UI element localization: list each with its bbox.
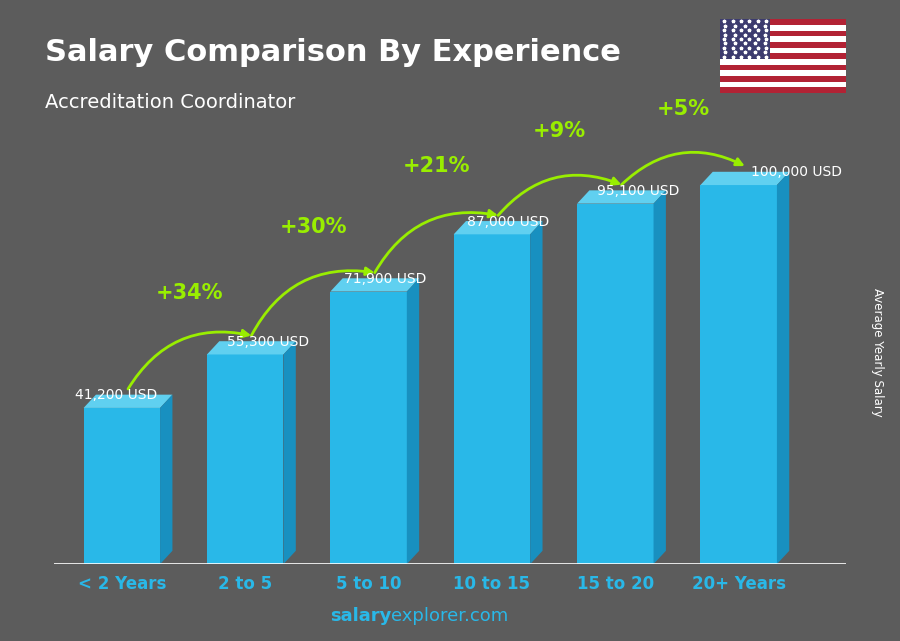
Polygon shape bbox=[777, 172, 789, 564]
Text: +21%: +21% bbox=[402, 156, 470, 176]
Text: salary: salary bbox=[330, 607, 392, 625]
Text: Accreditation Coordinator: Accreditation Coordinator bbox=[45, 93, 295, 112]
Text: Salary Comparison By Experience: Salary Comparison By Experience bbox=[45, 38, 621, 67]
Bar bbox=[700, 185, 777, 564]
Polygon shape bbox=[454, 221, 543, 235]
Bar bbox=[720, 19, 770, 59]
Polygon shape bbox=[284, 341, 296, 564]
Bar bbox=[720, 25, 846, 31]
Polygon shape bbox=[207, 341, 296, 354]
Bar bbox=[720, 59, 846, 65]
Polygon shape bbox=[700, 172, 789, 185]
Text: +30%: +30% bbox=[279, 217, 346, 237]
Bar bbox=[330, 292, 407, 564]
Bar bbox=[577, 204, 653, 564]
Bar bbox=[207, 354, 284, 564]
Bar bbox=[720, 42, 846, 47]
Bar bbox=[454, 235, 530, 564]
Bar bbox=[720, 47, 846, 53]
Bar bbox=[720, 81, 846, 87]
Bar bbox=[720, 65, 846, 71]
Polygon shape bbox=[407, 278, 419, 564]
Text: 100,000 USD: 100,000 USD bbox=[751, 165, 842, 179]
Polygon shape bbox=[577, 190, 666, 204]
Text: +34%: +34% bbox=[156, 283, 223, 303]
Polygon shape bbox=[160, 395, 173, 564]
Text: explorer.com: explorer.com bbox=[392, 607, 508, 625]
Text: 71,900 USD: 71,900 USD bbox=[344, 272, 427, 286]
Bar bbox=[720, 37, 846, 42]
Text: 41,200 USD: 41,200 USD bbox=[75, 388, 158, 403]
Bar bbox=[720, 53, 846, 59]
FancyArrowPatch shape bbox=[374, 210, 495, 272]
Text: Average Yearly Salary: Average Yearly Salary bbox=[871, 288, 884, 417]
Bar bbox=[720, 71, 846, 76]
Bar bbox=[720, 19, 846, 25]
FancyArrowPatch shape bbox=[251, 268, 372, 335]
Text: 87,000 USD: 87,000 USD bbox=[467, 215, 550, 229]
Bar bbox=[720, 87, 846, 93]
Bar bbox=[720, 31, 846, 37]
Bar bbox=[720, 76, 846, 81]
FancyArrowPatch shape bbox=[498, 175, 618, 215]
Bar bbox=[84, 408, 160, 564]
Text: 55,300 USD: 55,300 USD bbox=[227, 335, 309, 349]
Text: +5%: +5% bbox=[657, 99, 710, 119]
Polygon shape bbox=[84, 395, 173, 408]
Polygon shape bbox=[530, 221, 543, 564]
Polygon shape bbox=[330, 278, 419, 292]
FancyArrowPatch shape bbox=[128, 330, 248, 389]
Text: +9%: +9% bbox=[533, 121, 587, 141]
FancyArrowPatch shape bbox=[622, 153, 742, 185]
Text: 95,100 USD: 95,100 USD bbox=[597, 184, 680, 198]
Polygon shape bbox=[653, 190, 666, 564]
